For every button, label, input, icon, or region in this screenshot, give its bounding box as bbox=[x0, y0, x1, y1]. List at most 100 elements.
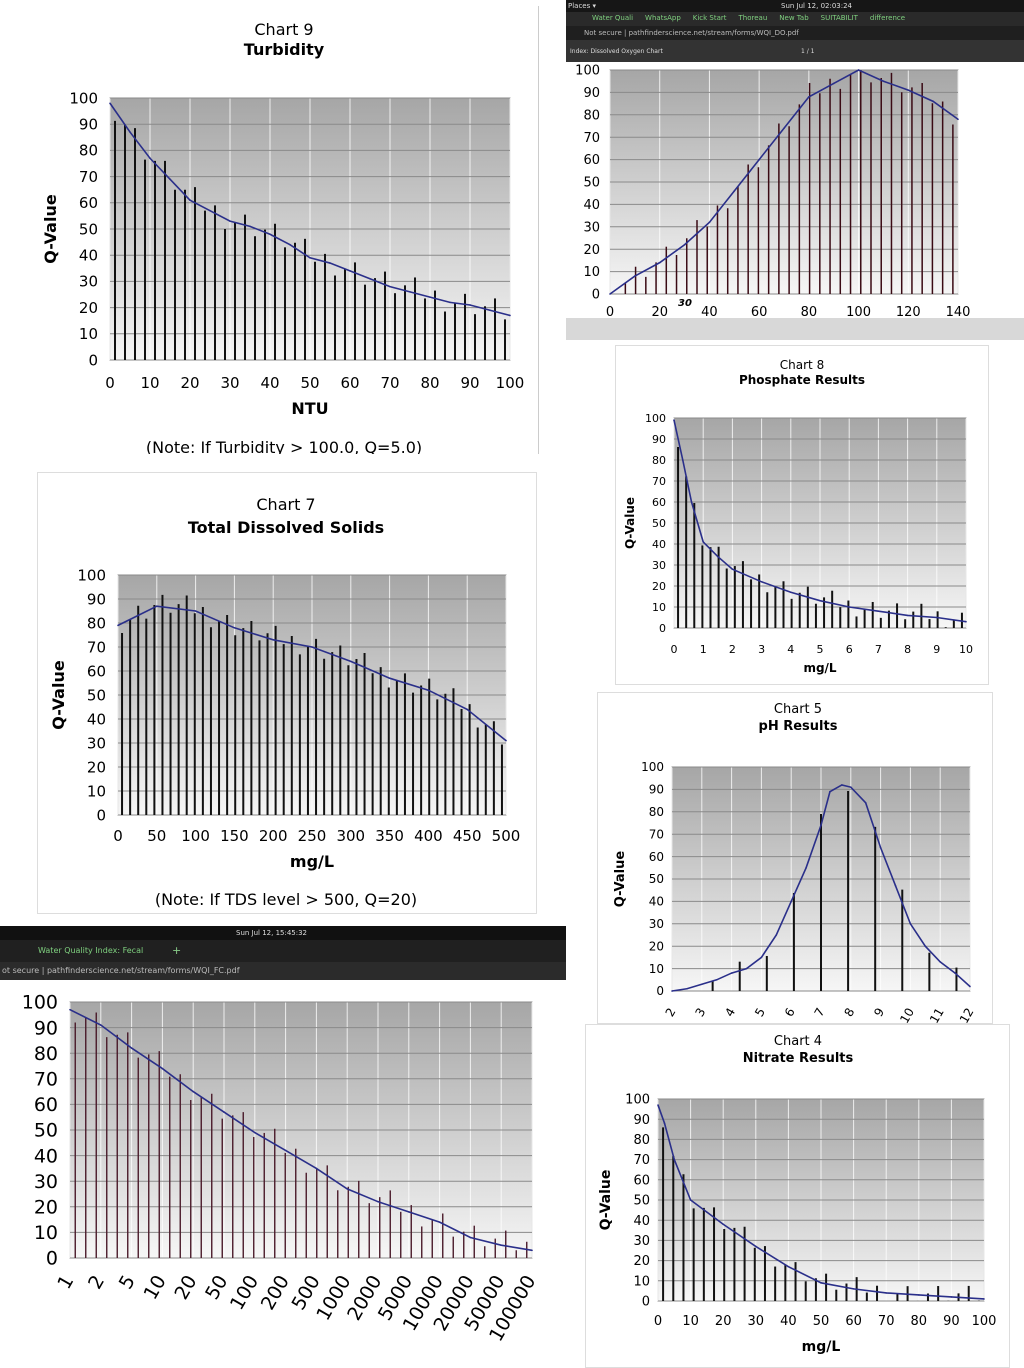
y-tick-label: 0 bbox=[656, 984, 664, 998]
data-point bbox=[787, 1265, 790, 1268]
x-tick-label: 30 bbox=[220, 374, 239, 392]
x-tick-label: 350 bbox=[375, 827, 404, 845]
browser-tab[interactable]: WhatsApp bbox=[645, 14, 681, 22]
data-point bbox=[965, 620, 967, 623]
x-tick-label: 7 bbox=[875, 643, 882, 656]
y-tick-label: 80 bbox=[583, 108, 600, 123]
y-tick-label: 50 bbox=[87, 686, 106, 704]
y-tick-label: 50 bbox=[649, 872, 664, 886]
tab-water-quality[interactable]: Water Quality Index: Fecal bbox=[38, 946, 144, 955]
handwritten-annotation: 30 bbox=[678, 298, 692, 309]
data-point bbox=[272, 639, 274, 641]
x-tick-label: 2 bbox=[663, 1006, 679, 1020]
y-tick-label: 10 bbox=[34, 1222, 58, 1244]
y-tick-label: 0 bbox=[46, 1248, 58, 1270]
data-point bbox=[427, 689, 430, 691]
y-tick-label: 30 bbox=[87, 734, 106, 752]
data-point bbox=[832, 82, 835, 85]
y-tick-label: 70 bbox=[652, 475, 666, 488]
series-line bbox=[609, 69, 959, 295]
x-tick-label: 100 bbox=[496, 374, 525, 392]
x-axis-label: mg/L bbox=[802, 1339, 841, 1355]
chart-fecal-panel: Sun Jul 12, 15:45:32 Water Quality Index… bbox=[0, 926, 566, 1366]
y-tick-label: 80 bbox=[649, 805, 664, 819]
y-tick-label: 40 bbox=[633, 1214, 650, 1229]
x-tick-label: 250 bbox=[298, 827, 327, 845]
data-point bbox=[466, 708, 469, 711]
url-text[interactable]: Not secure | pathfinderscience.net/strea… bbox=[584, 29, 799, 37]
browser-tabs: Water Quali WhatsApp Kick Start Thoreau New … bbox=[566, 12, 1024, 26]
y-tick-label: 50 bbox=[633, 1194, 650, 1209]
data-point bbox=[820, 824, 822, 827]
x-tick-label: 200 bbox=[257, 1272, 294, 1314]
data-point bbox=[329, 262, 331, 264]
chart-number: Chart 7 bbox=[256, 495, 315, 514]
chart-number: Chart 5 bbox=[774, 702, 822, 717]
data-point bbox=[983, 1298, 985, 1300]
x-tick-label: 40 bbox=[780, 1314, 797, 1329]
y-tick-label: 30 bbox=[649, 917, 664, 931]
y-tick-label: 90 bbox=[649, 783, 664, 797]
x-tick-label: 6 bbox=[846, 643, 853, 656]
data-point bbox=[819, 599, 821, 602]
data-point bbox=[755, 1245, 757, 1248]
y-tick-label: 30 bbox=[633, 1234, 650, 1249]
x-tick-label: 1 bbox=[53, 1272, 78, 1293]
data-point bbox=[233, 627, 236, 629]
data-point bbox=[531, 1249, 533, 1252]
places-menu[interactable]: Places ▾ bbox=[568, 2, 596, 10]
address-bar[interactable]: Not secure | pathfinderscience.net/strea… bbox=[566, 26, 1024, 40]
y-tick-label: 60 bbox=[79, 194, 98, 212]
data-point bbox=[663, 1122, 666, 1125]
data-point bbox=[229, 220, 231, 222]
data-point bbox=[194, 610, 197, 612]
data-point bbox=[156, 605, 158, 607]
y-tick-label: 60 bbox=[583, 153, 600, 168]
data-point bbox=[311, 646, 313, 648]
chart-ph-panel: 2 3 4 5 6 7 8 9 10 11 12 0 10 20 30 40 50 60 70 80 90 100 Char… bbox=[597, 692, 993, 1024]
browser-tab[interactable]: Thoreau bbox=[738, 14, 768, 22]
data-point bbox=[117, 624, 119, 627]
chart-fecal-coliform: 1 2 5 10 20 501002005001000200050001000020000… bbox=[22, 992, 541, 1346]
address-bar[interactable]: ot secure | pathfinderscience.net/stream… bbox=[0, 962, 566, 980]
data-point bbox=[939, 961, 941, 963]
data-point bbox=[254, 1131, 256, 1134]
chart-title: Total Dissolved Solids bbox=[188, 518, 384, 537]
x-tick-label: 1 bbox=[700, 643, 707, 656]
data-point bbox=[969, 985, 971, 988]
x-tick-label: 12 bbox=[957, 1006, 977, 1024]
y-tick-label: 100 bbox=[22, 992, 58, 1014]
data-point bbox=[409, 291, 411, 293]
pdf-toolbar: Index: Dissolved Oxygen Chart 1 / 1 bbox=[566, 40, 1024, 62]
x-tick-label: 5 bbox=[752, 1006, 768, 1020]
data-point bbox=[877, 610, 880, 612]
url-text[interactable]: ot secure | pathfinderscience.net/stream… bbox=[2, 966, 240, 975]
browser-tab[interactable]: Kick Start bbox=[692, 14, 727, 22]
chart-number: Chart 9 bbox=[254, 20, 313, 39]
data-point bbox=[189, 199, 191, 201]
data-point bbox=[130, 1047, 133, 1049]
y-tick-label: 60 bbox=[34, 1094, 58, 1116]
browser-tab[interactable]: Water Quali bbox=[592, 14, 634, 22]
x-tick-label: 8 bbox=[904, 643, 911, 656]
browser-tab[interactable]: SUITABILIT bbox=[820, 14, 858, 22]
data-point bbox=[918, 1294, 920, 1296]
new-tab-button[interactable]: + bbox=[172, 944, 182, 957]
y-axis-label: Q-Value bbox=[598, 1170, 614, 1231]
chart-tds: 0 50 100 150 200 250 300 350 400 450 500 0 10 20 30 40 5… bbox=[49, 495, 520, 909]
browser-tab[interactable]: New Tab bbox=[779, 14, 809, 22]
data-point bbox=[109, 102, 111, 105]
browser-tab[interactable]: difference bbox=[869, 14, 906, 22]
chart-title: Nitrate Results bbox=[743, 1051, 854, 1066]
x-axis-label: mg/L bbox=[803, 661, 836, 675]
chart-tds-panel: 0 50 100 150 200 250 300 350 400 450 500 0 10 20 30 40 5… bbox=[37, 472, 537, 914]
data-point bbox=[634, 275, 636, 277]
x-tick-label: 0 bbox=[113, 827, 123, 845]
x-tick-label: 300 bbox=[336, 827, 365, 845]
x-tick-label: 80 bbox=[801, 305, 818, 320]
x-tick-label: 20 bbox=[715, 1314, 732, 1329]
y-tick-label: 70 bbox=[34, 1068, 58, 1090]
y-tick-label: 30 bbox=[34, 1171, 58, 1193]
x-tick-label: 120 bbox=[896, 305, 921, 320]
data-point bbox=[879, 846, 882, 849]
